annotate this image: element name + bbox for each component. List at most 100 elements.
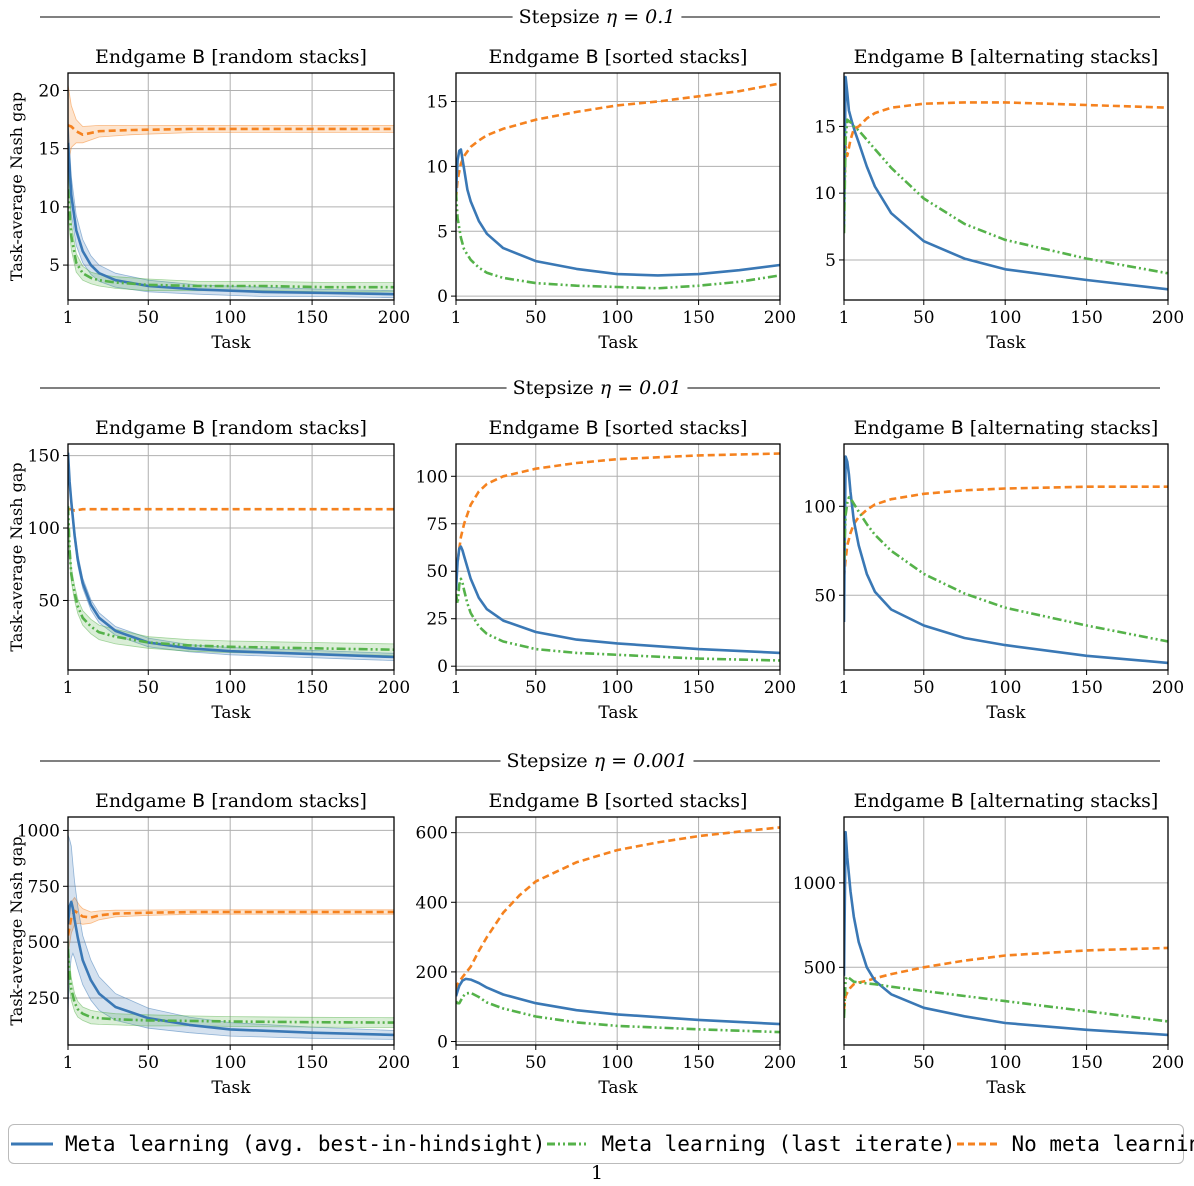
series-band-meta-last xyxy=(68,930,394,1029)
x-tick-label: 200 xyxy=(764,1053,796,1073)
x-tick-label: 1 xyxy=(63,678,74,698)
x-tick-label: 1 xyxy=(451,308,462,328)
series-line-no-meta xyxy=(456,82,780,199)
x-tick-label: 150 xyxy=(296,678,328,698)
series-line-meta-last xyxy=(844,496,1168,643)
y-tick-label: 5 xyxy=(825,251,836,271)
x-tick-label: 200 xyxy=(764,308,796,328)
legend-swatch-meta-avg xyxy=(11,1142,53,1146)
axes-frame xyxy=(67,816,395,1046)
x-tick-label: 200 xyxy=(1152,1053,1184,1073)
x-tick-label: 1 xyxy=(839,308,850,328)
y-tick-label: 500 xyxy=(28,933,60,953)
y-tick-label: 5 xyxy=(49,256,60,276)
row-heading-text: Stepsize η = 0.1 xyxy=(519,6,676,28)
y-axis-label: Task-average Nash gap xyxy=(7,92,26,281)
x-tick-label: 1 xyxy=(63,308,74,328)
series-band-meta-avg xyxy=(68,119,394,299)
series-band-no-meta xyxy=(68,84,394,167)
series-line-meta-avg xyxy=(68,452,394,659)
series-line-meta-avg xyxy=(844,455,1168,665)
y-tick-label: 100 xyxy=(804,497,836,517)
x-tick-label: 100 xyxy=(214,678,246,698)
x-tick-label: 50 xyxy=(913,308,935,328)
x-tick-label: 200 xyxy=(378,678,410,698)
series-line-no-meta xyxy=(456,826,780,990)
x-axis-label: Task xyxy=(598,1078,638,1098)
y-tick-label: 15 xyxy=(426,93,448,113)
x-tick-label: 100 xyxy=(989,678,1021,698)
axes-frame xyxy=(843,72,1169,301)
plot-area xyxy=(68,446,394,662)
chart-title: Endgame B [random stacks] xyxy=(95,417,367,439)
x-tick-label: 200 xyxy=(764,678,796,698)
y-axis-label: Task-average Nash gap xyxy=(7,836,26,1025)
legend-item-meta-avg: Meta learning (avg. best-in-hindsight) xyxy=(9,1132,545,1156)
y-tick-label: 5 xyxy=(437,222,448,242)
y-tick-label: 600 xyxy=(416,824,448,844)
x-tick-label: 100 xyxy=(989,1053,1021,1073)
row-heading-text: Stepsize η = 0.001 xyxy=(507,750,688,772)
series-line-meta-avg xyxy=(68,900,394,1037)
plot-area xyxy=(456,452,780,662)
axes-frame xyxy=(455,816,781,1046)
series-line-meta-avg xyxy=(844,830,1168,1037)
y-tick-label: 400 xyxy=(416,893,448,913)
series-line-meta-avg xyxy=(456,148,780,277)
y-tick-label: 1000 xyxy=(17,821,60,841)
series-line-meta-last xyxy=(68,506,394,651)
row-heading-0: Stepsize η = 0.1 xyxy=(40,6,1160,28)
y-tick-label: 150 xyxy=(28,447,60,467)
chart-title: Endgame B [alternating stacks] xyxy=(854,790,1159,812)
plot-area xyxy=(844,830,1168,1037)
x-tick-label: 150 xyxy=(1070,308,1102,328)
x-tick-label: 100 xyxy=(214,308,246,328)
x-axis-label: Task xyxy=(211,1078,251,1098)
x-tick-label: 100 xyxy=(989,308,1021,328)
series-line-meta-last xyxy=(456,991,780,1034)
legend-label-meta-avg: Meta learning (avg. best-in-hindsight) xyxy=(65,1132,546,1156)
y-tick-label: 75 xyxy=(426,515,448,535)
plot-area xyxy=(456,826,780,1034)
y-tick-label: 1000 xyxy=(793,874,836,894)
x-axis-label: Task xyxy=(211,333,251,353)
plot-area xyxy=(844,455,1168,665)
legend-item-meta-last: Meta learning (last iterate) xyxy=(545,1132,955,1156)
x-axis-label: Task xyxy=(986,333,1026,353)
legend-label-meta-last: Meta learning (last iterate) xyxy=(601,1132,956,1156)
series-line-meta-last xyxy=(844,118,1168,275)
legend-item-no-meta: No meta learning xyxy=(955,1132,1194,1156)
y-tick-label: 10 xyxy=(814,184,836,204)
y-tick-label: 25 xyxy=(426,610,448,630)
series-band-no-meta xyxy=(68,896,394,954)
plot-area xyxy=(456,82,780,290)
x-tick-label: 50 xyxy=(913,1053,935,1073)
x-tick-label: 1 xyxy=(839,678,850,698)
plot-area xyxy=(68,834,394,1040)
x-tick-label: 50 xyxy=(525,308,547,328)
row-heading-text: Stepsize η = 0.01 xyxy=(513,377,682,399)
series-line-no-meta xyxy=(844,946,1168,1010)
y-tick-label: 100 xyxy=(28,519,60,539)
x-axis-label: Task xyxy=(211,703,251,723)
y-tick-label: 10 xyxy=(38,198,60,218)
y-tick-label: 100 xyxy=(416,467,448,487)
page-number: 1 xyxy=(590,1162,604,1184)
series-line-meta-last xyxy=(844,975,1168,1023)
x-tick-label: 200 xyxy=(378,308,410,328)
x-tick-label: 150 xyxy=(296,308,328,328)
x-tick-label: 200 xyxy=(378,1053,410,1073)
x-tick-label: 1 xyxy=(839,1053,850,1073)
chart-title: Endgame B [sorted stacks] xyxy=(489,790,748,812)
series-band-meta-last xyxy=(68,166,394,293)
x-tick-label: 1 xyxy=(451,1053,462,1073)
x-tick-label: 200 xyxy=(1152,308,1184,328)
x-tick-label: 150 xyxy=(682,678,714,698)
y-tick-label: 0 xyxy=(437,1033,448,1053)
series-line-no-meta xyxy=(68,124,394,136)
